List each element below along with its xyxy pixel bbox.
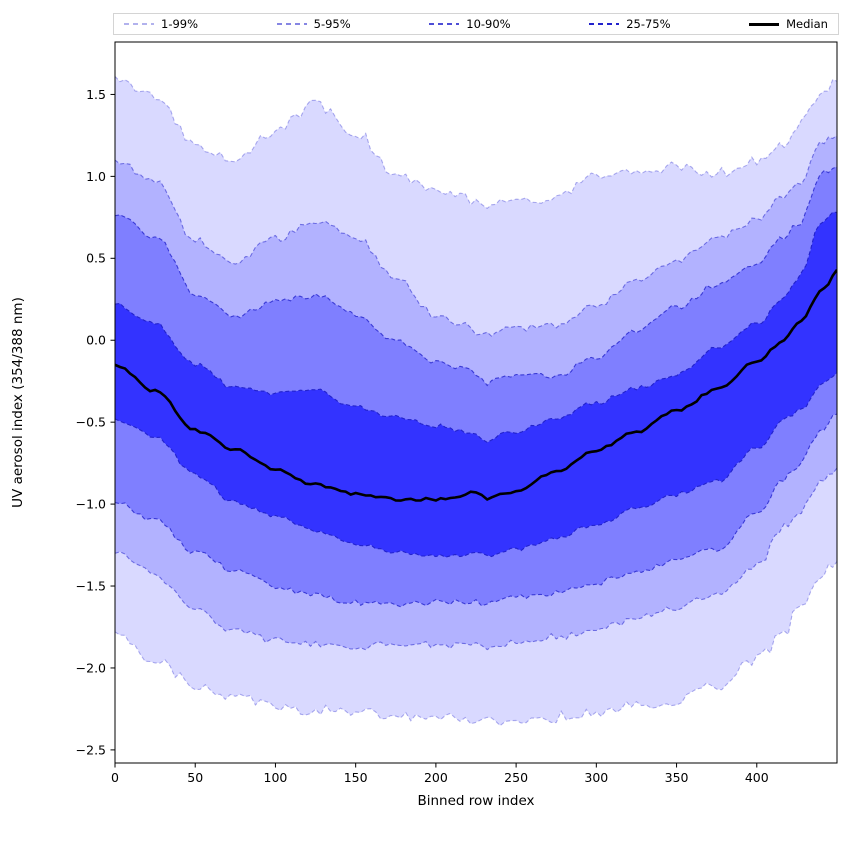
x-tick-label: 250 [504,770,528,785]
percentile-line-p10 [115,413,837,608]
y-tick-label: −1.0 [76,496,106,511]
percentile-line-p5 [115,467,837,651]
percentile-line-p90 [115,166,837,387]
legend-item-25-75-: 25-75% [589,17,671,31]
percentile-line-p25 [115,372,837,558]
legend-label: 1-99% [161,17,199,31]
percentile-line-p75 [115,211,837,444]
legend-label: 25-75% [626,17,671,31]
x-tick-label: 200 [424,770,448,785]
percentile-line-p1 [115,561,837,727]
legend-item-median: Median [749,17,828,31]
x-tick-label: 0 [111,770,119,785]
y-tick-label: −1.5 [76,578,106,593]
y-tick-label: 1.5 [86,87,106,102]
axes-spines [114,41,838,764]
y-tick-label: 0.5 [86,251,106,266]
y-tick-label: 1.0 [86,169,106,184]
band-fill-p95-p99 [115,76,837,337]
x-axis-label: Binned row index [417,793,534,809]
legend-label: 5-95% [313,17,351,31]
band-fill-p90-p95 [115,135,837,386]
legend-item-10-90-: 10-90% [429,17,511,31]
y-tick-label: −2.5 [76,742,106,757]
y-tick-label: −0.5 [76,415,106,430]
median-line [115,269,837,502]
legend-item-1-99-: 1-99% [124,17,198,31]
legend-median-line-sample [749,22,780,26]
x-tick-label: 300 [584,770,608,785]
band-fill-p25-p75 [115,212,837,558]
axis-ticks: 0 50 100 150 200 250 300 350 400 1.5 1.0 0.5 0.0 −0.5… [76,87,769,785]
band-fill-p75-p90 [115,166,837,443]
percentile-line-p95 [115,134,837,337]
x-tick-label: 50 [187,770,203,785]
percentile-line-p99 [115,76,837,210]
legend-dashed-line-sample [589,23,620,25]
y-tick-label: −2.0 [76,660,106,675]
x-tick-label: 150 [344,770,368,785]
band-fill-p1-p5 [115,468,837,726]
legend: 1-99% 5-95% 10-90% 25-75% Median [113,13,839,35]
legend-label: 10-90% [466,17,511,31]
x-tick-label: 350 [665,770,689,785]
y-axis-label: UV aerosol index (354/388 nm) [10,297,26,508]
band-fill-p5-p10 [115,414,837,650]
plot-area [115,76,837,727]
legend-label: Median [786,17,828,31]
x-tick-label: 100 [264,770,288,785]
x-tick-label: 400 [745,770,769,785]
y-tick-label: 0.0 [86,333,106,348]
legend-dashed-line-sample [276,23,307,25]
legend-dashed-line-sample [124,23,154,25]
legend-dashed-line-sample [429,23,460,25]
band-fill-p10-p25 [115,373,837,607]
legend-item-5-95-: 5-95% [276,17,351,31]
